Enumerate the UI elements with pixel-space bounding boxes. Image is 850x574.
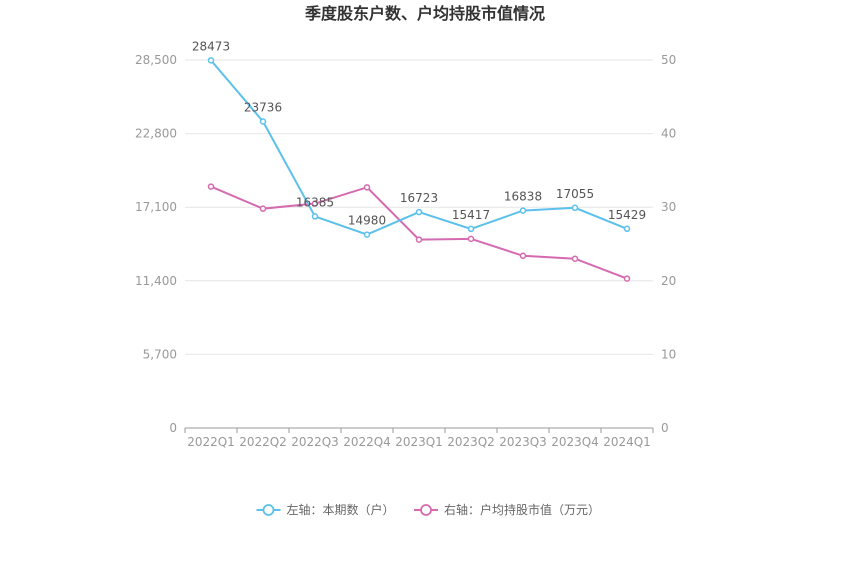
x-tick-label: 2022Q3 [291,435,339,449]
x-tick-label: 2023Q2 [447,435,495,449]
data-point-left[interactable] [311,213,319,220]
x-tick-label: 2022Q1 [187,435,235,449]
legend[interactable]: 左轴：本期数（户） 右轴：户均持股市值（万元） [256,502,601,517]
data-point-right[interactable] [259,205,267,212]
right-tick-label: 40 [661,127,676,141]
x-axis: 2022Q1 2022Q2 2022Q3 2022Q4 2023Q1 2023Q2 2023… [184,427,654,449]
left-axis: 0 5,700 11,400 17,100 22,800 28,500 [135,53,177,435]
data-label: 16385 [296,195,334,209]
data-label: 16838 [504,190,542,204]
left-tick-label: 28,500 [135,53,177,67]
right-tick-label: 10 [661,347,676,361]
data-point-left[interactable] [623,225,631,233]
right-axis: 0 10 20 30 40 50 [661,53,676,435]
legend-item[interactable]: 左轴：本期数（户） [256,502,395,517]
legend-label: 右轴：户均持股市值（万元） [444,502,600,517]
data-label: 17055 [556,187,594,201]
data-label: 14980 [348,214,386,228]
left-tick-label: 22,800 [135,127,177,141]
right-tick-label: 50 [661,53,676,67]
legend-item[interactable]: 右轴：户均持股市值（万元） [414,502,600,517]
x-tick-label: 2023Q1 [395,435,443,449]
left-tick-label: 0 [169,421,177,435]
legend-marker-icon [262,504,275,516]
data-label: 15417 [452,208,490,222]
legend-label: 左轴：本期数（户） [287,502,395,517]
data-label: 16723 [400,191,438,205]
legend-marker-icon [420,504,432,516]
x-tick-label: 2024Q1 [603,435,651,449]
left-tick-label: 11,400 [135,274,177,288]
x-tick-label: 2023Q3 [499,435,547,449]
data-label: 28473 [192,39,230,53]
data-point-right[interactable] [311,200,319,207]
data-point-right[interactable] [623,275,631,282]
right-tick-label: 20 [661,274,676,288]
data-label: 23736 [244,101,282,115]
x-tick-label: 2022Q4 [343,435,391,449]
left-tick-label: 17,100 [135,200,177,214]
data-point-right[interactable] [467,235,475,243]
data-point-left[interactable] [519,207,527,214]
data-label: 15429 [608,208,646,222]
data-point-left[interactable] [571,204,579,212]
data-point-left[interactable] [467,225,475,233]
x-tick-label: 2023Q4 [551,435,599,449]
data-point-left[interactable] [259,118,267,125]
x-tick-label: 2022Q2 [239,435,287,449]
left-tick-label: 5,700 [143,347,177,361]
chart-title: 季度股东户数、户均持股市值情况 [304,4,545,23]
data-point-right[interactable] [571,255,579,262]
data-point-left[interactable] [207,57,215,64]
data-point-left[interactable] [363,231,371,238]
data-point-left[interactable] [415,208,423,216]
data-point-right[interactable] [363,184,371,191]
series-layer: 28473 23736 16385 14980 16723 15417 16838 17055… [192,39,646,282]
data-point-right[interactable] [415,236,423,243]
data-point-right[interactable] [207,183,215,190]
right-tick-label: 0 [661,421,669,435]
data-point-right[interactable] [519,252,527,260]
right-tick-label: 30 [661,200,676,214]
